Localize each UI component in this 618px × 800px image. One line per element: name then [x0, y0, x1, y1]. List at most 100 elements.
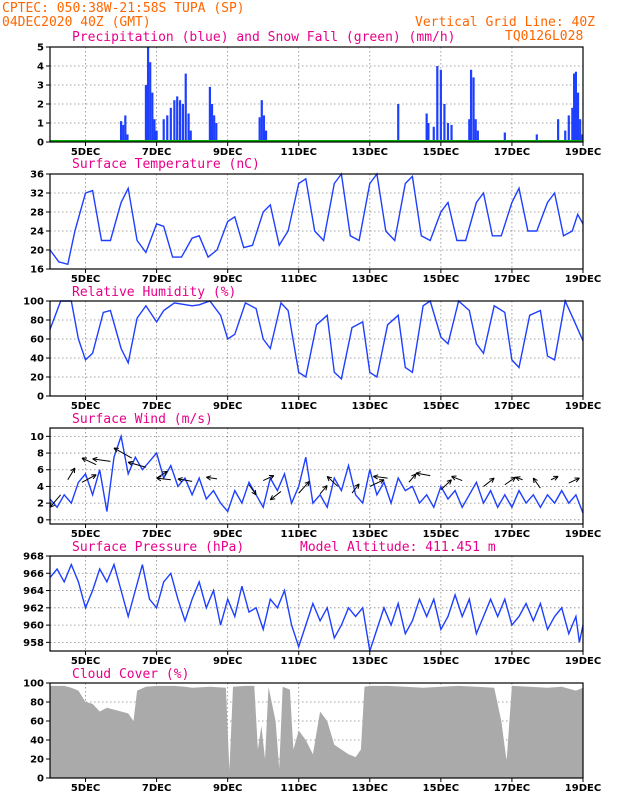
- humidity-xtick-label: 7DEC: [142, 401, 171, 412]
- wind-xtick-label: 15DEC: [423, 529, 459, 540]
- humidity-series-line: [49, 298, 584, 381]
- wind-vector-head: [304, 480, 310, 487]
- wind-vector-arrow: [532, 477, 541, 489]
- precip-bar: [425, 113, 428, 142]
- precip-bar: [472, 77, 475, 142]
- precip-bar: [564, 130, 567, 142]
- precip-ytick-label: 1: [37, 119, 44, 130]
- title-cloud-cover: Cloud Cover (%): [72, 667, 189, 682]
- pressure-xtick-label: 5DEC: [71, 656, 100, 667]
- wind-vector-arrow: [81, 474, 97, 483]
- precip-plot-frame: [49, 46, 584, 143]
- wind-vector-head: [411, 473, 417, 479]
- wind-vector-shaft: [373, 475, 388, 479]
- precip-bar: [503, 132, 506, 142]
- precip-bar: [427, 123, 430, 142]
- cloud-plot-frame: [49, 682, 584, 779]
- humidity-xtick-label: 9DEC: [213, 401, 242, 412]
- humidity-panel: 0 20 40 60 80 100 5DEC 7DEC 9DEC 11DEC 13DEC 15DEC 1…: [23, 297, 601, 413]
- temperature-xtick-label: 13DEC: [352, 274, 388, 285]
- wind-vector-shaft: [319, 485, 328, 495]
- wind-vector-head: [91, 474, 97, 480]
- wind-xtick-label: 9DEC: [213, 529, 242, 540]
- temperature-xtick-label: 11DEC: [281, 274, 317, 285]
- wind-vector-head: [373, 474, 379, 480]
- precip-bar: [122, 124, 125, 142]
- precip-xtick-label: 9DEC: [213, 147, 242, 158]
- wind-vector-arrow: [113, 447, 132, 459]
- wind-vector-head: [378, 479, 385, 484]
- cloud-xtick-label: 11DEC: [281, 783, 317, 794]
- wind-vector-shaft: [206, 476, 218, 480]
- cloud-xtick-label: 5DEC: [71, 783, 100, 794]
- wind-vector-head: [354, 483, 360, 489]
- precip-bar: [144, 85, 148, 142]
- precip-bar: [397, 104, 400, 142]
- precip-bar: [119, 121, 123, 142]
- wind-ytick-label: 4: [37, 482, 44, 493]
- cloud-ytick-label: 40: [30, 736, 44, 747]
- humidity-plot-frame: [49, 300, 584, 397]
- humidity-ytick-label: 100: [23, 297, 44, 308]
- wind-vector-head: [322, 485, 328, 491]
- wind-vector-shaft: [451, 475, 463, 482]
- precip-bar: [166, 115, 169, 142]
- cloud-ytick-label: 80: [30, 698, 44, 709]
- humidity-ytick-label: 80: [30, 316, 44, 327]
- wind-vector-shaft: [269, 491, 282, 501]
- wind-ytick-label: 6: [37, 465, 44, 476]
- precip-bar: [215, 123, 218, 142]
- precip-bar: [264, 130, 268, 142]
- wind-ytick-label: 0: [37, 515, 44, 526]
- temperature-xtick-label: 15DEC: [423, 274, 459, 285]
- pressure-xtick-label: 17DEC: [494, 656, 530, 667]
- precip-bar: [476, 130, 479, 142]
- temperature-ytick-label: 24: [30, 227, 44, 238]
- wind-vector-shaft: [568, 477, 580, 484]
- temperature-panel: 16 20 24 28 32 36 5DEC 7DEC 9DEC 11DEC 13DEC 15DEC 1…: [30, 170, 601, 286]
- wind-vector-arrow: [298, 480, 310, 494]
- precip-bar: [567, 115, 570, 142]
- wind-vector-head: [251, 489, 257, 496]
- title-precipitation: Precipitation (blue) and Snow Fall (gree…: [72, 30, 456, 45]
- wind-vector-shaft: [156, 477, 171, 481]
- humidity-xtick-label: 11DEC: [281, 401, 317, 412]
- precip-bar: [169, 107, 172, 142]
- precip-xtick-label: 17DEC: [494, 147, 530, 158]
- pressure-xtick-label: 11DEC: [281, 656, 317, 667]
- cloud-xtick-label: 9DEC: [213, 783, 242, 794]
- pressure-series-line: [49, 562, 584, 652]
- pressure-ytick-label: 962: [23, 603, 44, 614]
- precip-bar: [181, 104, 184, 142]
- wind-vector-shaft: [49, 494, 62, 508]
- cloud-xtick-label: 15DEC: [423, 783, 459, 794]
- wind-vector-arrow: [451, 475, 463, 482]
- pressure-model-altitude: Model Altitude: 411.451 m: [300, 540, 496, 555]
- header-grid-note: Vertical Grid Line: 40Z: [415, 15, 595, 30]
- precip-bar: [571, 107, 574, 142]
- wind-vector-shaft: [351, 483, 360, 494]
- wind-vector-shaft: [326, 476, 339, 487]
- pressure-ytick-label: 966: [23, 569, 44, 580]
- pressure-xtick-label: 13DEC: [352, 656, 388, 667]
- wind-vector-head: [415, 471, 421, 477]
- wind-xtick-label: 5DEC: [71, 529, 100, 540]
- wind-vector-arrow: [415, 471, 431, 477]
- pressure-xtick-label: 7DEC: [142, 656, 171, 667]
- precip-bar: [187, 113, 190, 142]
- cloud-xtick-label: 19DEC: [565, 783, 601, 794]
- header-run-date: 04DEC2020 40Z (GMT): [2, 15, 151, 30]
- precip-bar: [469, 69, 473, 142]
- wind-vector-shaft: [92, 458, 111, 462]
- pressure-xtick-label: 19DEC: [565, 656, 601, 667]
- precip-xtick-label: 5DEC: [71, 147, 100, 158]
- precip-bar: [210, 104, 214, 142]
- precip-bar: [149, 62, 152, 143]
- wind-vector-shaft: [532, 477, 541, 489]
- humidity-ytick-label: 40: [30, 354, 44, 365]
- wind-vector-shaft: [504, 476, 516, 486]
- pressure-ytick-label: 958: [23, 638, 44, 649]
- pressure-ytick-label: 960: [23, 621, 44, 632]
- wind-vector-shaft: [369, 479, 385, 487]
